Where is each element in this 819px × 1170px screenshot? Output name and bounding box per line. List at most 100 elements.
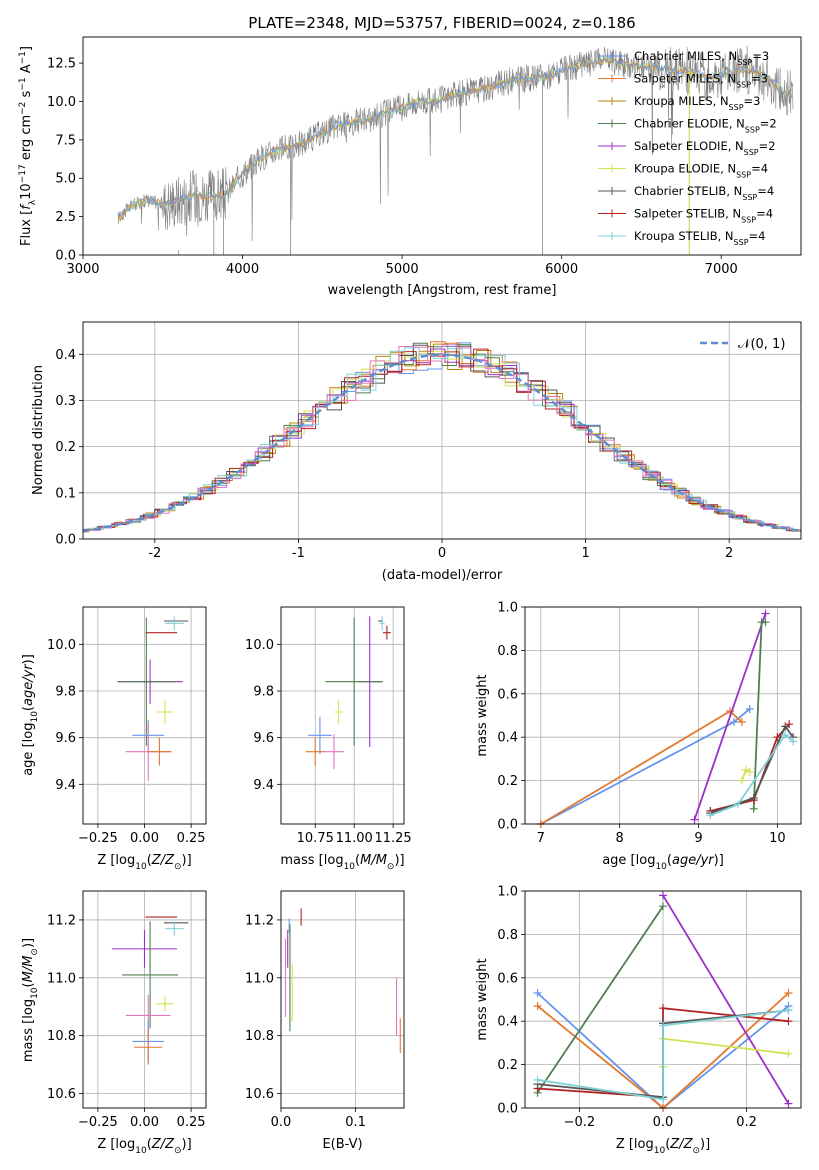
x-tick-label: 8 (615, 831, 623, 846)
series-marker (745, 704, 754, 713)
y-tick-label: 0.0 (497, 1102, 518, 1117)
y-axis-label: mass weight (475, 958, 490, 1040)
y-tick-label: 0.8 (497, 644, 518, 659)
series-marker (745, 767, 754, 776)
data-point (122, 921, 179, 1029)
y-tick-label: 11.0 (47, 971, 76, 986)
y-axis-label: Normed distribution (31, 365, 46, 495)
legend-entry: Kroupa MILES, NSSP=3 (634, 94, 760, 112)
series-line (710, 724, 794, 814)
weight-series (533, 902, 667, 1097)
y-tick-label: 10.6 (47, 1087, 76, 1102)
y-tick-label: 9.6 (55, 731, 76, 746)
y-axis-label: age [log10(age/yr)] (21, 654, 40, 776)
axes-frame (280, 606, 405, 825)
data-point (382, 625, 391, 640)
y-tick-label: 10.0 (47, 638, 76, 653)
legend: Chabrier MILES, NSSP=3 Salpeter MILES, NS… (598, 49, 777, 247)
y-tick-label: 1.0 (497, 885, 518, 900)
weight-series (706, 720, 794, 815)
series-marker (761, 618, 770, 627)
y-tick-label: 0.4 (55, 348, 76, 363)
series-marker (690, 815, 699, 824)
axes-frame (524, 890, 802, 1109)
model-spectrum (117, 56, 793, 222)
series-line (662, 894, 790, 1105)
y-tick-label: 9.8 (253, 685, 274, 700)
y-tick-label: 9.8 (55, 685, 76, 700)
series-marker (729, 718, 738, 727)
series-marker (659, 1095, 667, 1104)
series-marker (784, 1049, 793, 1058)
y-tick-label: 0.2 (55, 440, 76, 455)
y-tick-label: 10.0 (47, 95, 76, 110)
axes-frame (82, 606, 207, 825)
data-point (165, 616, 184, 631)
y-tick-label: 1.0 (497, 601, 518, 616)
series-line (662, 1037, 789, 1067)
y-axis-label: Flux [fλ10−17 erg cm−2 s−1 A−1] (18, 46, 38, 246)
data-point (156, 700, 174, 724)
model-spectrum (117, 56, 793, 220)
x-axis-label: Z [log10(Z/Z⊙)] (616, 1137, 710, 1156)
legend-entry: Kroupa ELODIE, NSSP=4 (634, 162, 768, 180)
legend-entry: Salpeter MILES, NSSP=3 (634, 72, 768, 90)
x-tick-label: 4000 (226, 262, 259, 277)
y-tick-label: 0.3 (55, 394, 76, 409)
x-tick-label: 6000 (545, 262, 578, 277)
axes-frame (82, 321, 802, 540)
x-tick-label: -1 (292, 546, 305, 561)
x-tick-label: 0.0 (653, 1115, 674, 1130)
series-marker (781, 731, 790, 740)
plot-area (536, 609, 798, 828)
series-marker (761, 609, 770, 618)
chart-spectrum: 3000 4000 5000 6000 7000 0.0 2.5 5.0 7.5 10.0 12.5… (18, 14, 802, 298)
x-tick-label: 7000 (705, 262, 738, 277)
residual-histogram (83, 344, 801, 533)
data-point (111, 930, 178, 968)
chart-z_weight: −0.2 0.0 0.2 0.0 0.2 0.4 0.6 0.8 1.0 Z [log10(Z/Z… (475, 885, 802, 1156)
x-tick-label: 0 (438, 546, 446, 561)
y-axis-label: mass [log10(M/M⊙)] (21, 938, 40, 1062)
y-tick-label: 11.0 (245, 971, 274, 986)
chart-age_weight: 7 8 9 10 0.0 0.2 0.4 0.6 0.8 1.0 age [log10(age/yr… (475, 601, 802, 872)
data-point (325, 617, 383, 746)
data-point (334, 700, 343, 724)
y-tick-label: 5.0 (55, 172, 76, 187)
series-marker (533, 1002, 542, 1011)
plot-area (305, 616, 391, 770)
series-marker (706, 811, 715, 820)
series-line (536, 905, 664, 1094)
x-tick-label: 3000 (66, 262, 99, 277)
series-marker (749, 804, 758, 813)
x-tick-label: 0.25 (177, 831, 206, 846)
y-tick-label: 10.0 (245, 638, 274, 653)
x-tick-label: 0.00 (130, 1115, 159, 1130)
legend-entry: Kroupa STELIB, NSSP=4 (634, 229, 765, 247)
legend: 𝒩(0, 1) (700, 337, 785, 352)
weight-series (659, 891, 793, 1108)
series-line (540, 708, 751, 825)
series-marker (659, 891, 667, 900)
chart-ebv_mass: 0.0 0.1 10.6 10.8 11.0 11.2 E(B-V) (245, 890, 405, 1152)
y-tick-label: 0.4 (497, 731, 518, 746)
plot-area (117, 45, 794, 255)
plot-area (117, 616, 189, 781)
series-line (693, 613, 767, 820)
chart-mass_age: 10.75 11.00 11.25 9.4 9.6 9.8 10.0 mass [log10(… (245, 606, 412, 872)
chart-z_mass: −0.25 0.00 0.25 10.6 10.8 11.0 11.2 Z [log10(Z/… (21, 890, 207, 1156)
y-tick-label: 12.5 (47, 57, 76, 72)
series-marker (533, 988, 542, 997)
x-tick-label: 10.75 (297, 831, 334, 846)
x-tick-label: 11.25 (374, 831, 411, 846)
plot-area (83, 341, 801, 533)
x-tick-label: 1 (581, 546, 589, 561)
y-tick-label: 0.0 (55, 533, 76, 548)
x-axis-label: mass [log10(M/M⊙)] (280, 853, 404, 872)
series-marker (749, 793, 758, 802)
x-tick-label: 7 (537, 831, 545, 846)
x-tick-label: -2 (148, 546, 161, 561)
series-marker (733, 800, 742, 809)
axes-frame (280, 890, 405, 1109)
